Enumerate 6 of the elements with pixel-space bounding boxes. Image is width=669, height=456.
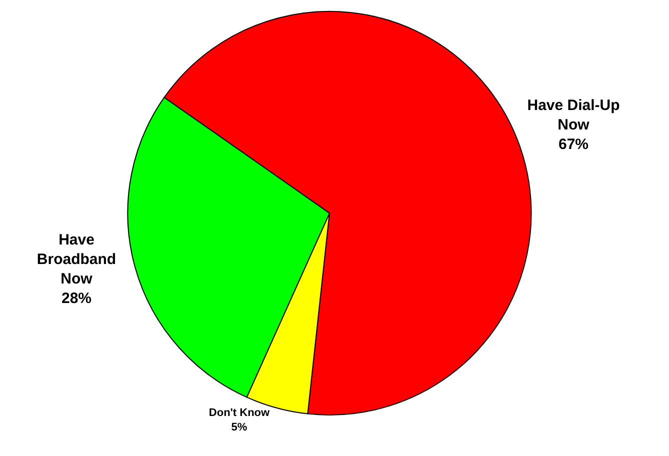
slice-label: Have Broadband Now <box>36 232 116 288</box>
slice-label: Don't Know <box>208 406 270 419</box>
data-label: 5% <box>231 421 248 434</box>
data-label: 67% <box>558 136 589 154</box>
slice-label: Have Dial-Up Now <box>527 97 620 134</box>
data-label: 28% <box>61 290 92 308</box>
